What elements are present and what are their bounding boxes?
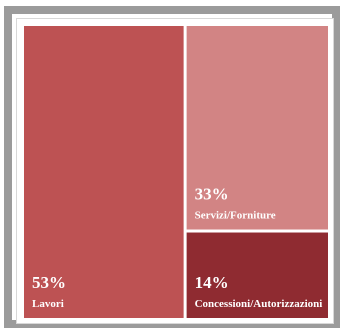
- treemap-chart: 53% Lavori 33% Servizi/Forniture 14% Concessi…: [24, 26, 328, 318]
- treemap-category-label-servizi-forniture: Servizi/Forniture: [195, 210, 276, 222]
- treemap-tile-servizi-forniture: [186, 26, 328, 230]
- treemap-tile-lavori: [24, 26, 184, 318]
- treemap-value-label-concessioni-autorizzazioni: 14%: [195, 273, 229, 292]
- treemap-value-label-servizi-forniture: 33%: [195, 185, 229, 204]
- chart-plot-area: 53% Lavori 33% Servizi/Forniture 14% Concessi…: [16, 18, 334, 324]
- treemap-category-label-concessioni-autorizzazioni: Concessioni/Autorizzazioni: [195, 298, 323, 310]
- treemap-value-label-lavori: 53%: [32, 273, 66, 292]
- treemap-category-label-lavori: Lavori: [32, 298, 64, 310]
- treemap-tile-concessioni-autorizzazioni: [186, 232, 328, 318]
- chart-frame: 53% Lavori 33% Servizi/Forniture 14% Concessi…: [4, 6, 340, 328]
